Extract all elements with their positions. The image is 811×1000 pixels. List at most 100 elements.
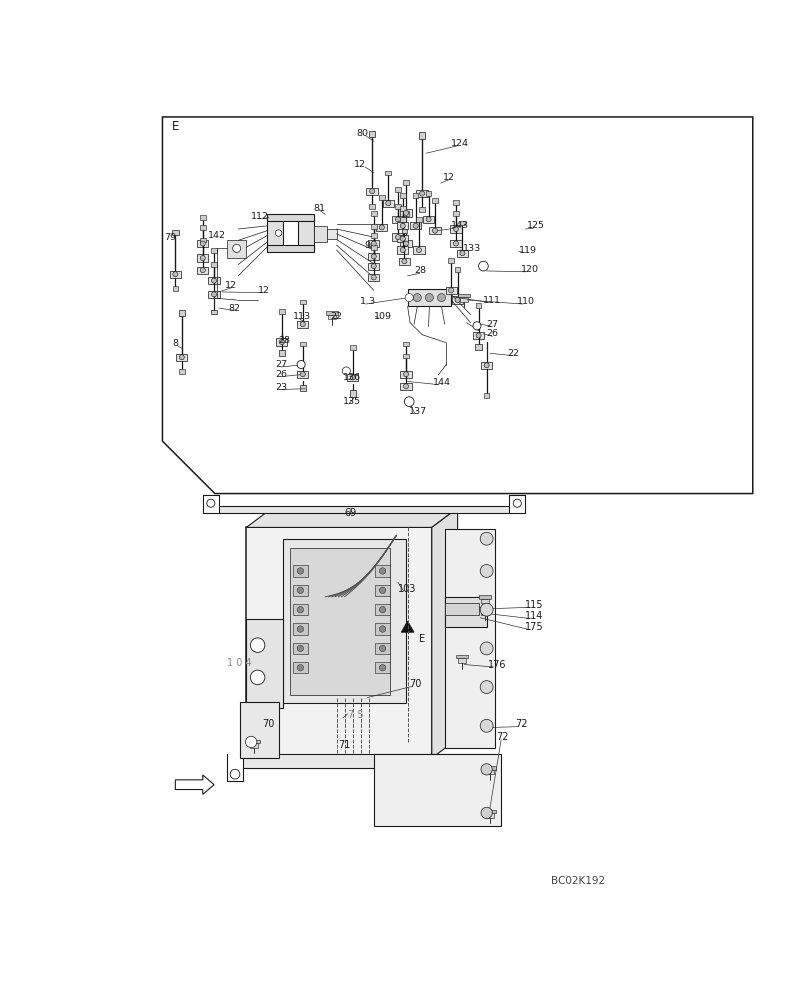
- Text: 124: 124: [451, 139, 469, 148]
- Polygon shape: [483, 810, 496, 813]
- Circle shape: [371, 254, 375, 259]
- Polygon shape: [480, 362, 491, 369]
- Circle shape: [403, 372, 408, 377]
- Text: 1 3: 1 3: [359, 297, 375, 306]
- Polygon shape: [478, 607, 491, 610]
- Polygon shape: [397, 222, 408, 229]
- Circle shape: [297, 665, 303, 671]
- Polygon shape: [403, 180, 408, 185]
- Polygon shape: [278, 350, 285, 356]
- Circle shape: [403, 384, 408, 389]
- Text: 112: 112: [251, 212, 268, 221]
- Polygon shape: [460, 297, 467, 302]
- Polygon shape: [400, 383, 411, 390]
- Polygon shape: [457, 250, 467, 257]
- Text: 80: 80: [355, 129, 367, 138]
- Circle shape: [379, 645, 385, 652]
- Circle shape: [405, 294, 413, 302]
- Polygon shape: [242, 754, 494, 768]
- Polygon shape: [413, 246, 424, 254]
- Circle shape: [379, 606, 385, 613]
- Polygon shape: [211, 262, 217, 267]
- Polygon shape: [371, 233, 376, 238]
- Polygon shape: [450, 240, 461, 247]
- Polygon shape: [445, 287, 457, 294]
- Polygon shape: [403, 342, 408, 346]
- Polygon shape: [367, 240, 379, 247]
- Polygon shape: [410, 222, 421, 229]
- Text: 9: 9: [363, 241, 370, 250]
- Circle shape: [379, 626, 385, 632]
- Circle shape: [480, 764, 491, 775]
- Text: 72: 72: [496, 732, 508, 742]
- Polygon shape: [267, 245, 314, 252]
- Circle shape: [230, 769, 239, 779]
- Polygon shape: [371, 224, 376, 229]
- Circle shape: [207, 499, 215, 507]
- Polygon shape: [162, 117, 752, 494]
- Polygon shape: [346, 374, 358, 381]
- Polygon shape: [425, 191, 431, 196]
- Text: 144: 144: [433, 378, 451, 387]
- Polygon shape: [299, 342, 305, 346]
- Circle shape: [250, 670, 264, 685]
- Circle shape: [211, 292, 217, 297]
- Circle shape: [369, 189, 374, 194]
- Polygon shape: [371, 211, 376, 216]
- Polygon shape: [403, 211, 408, 216]
- Text: 137: 137: [409, 407, 427, 416]
- Polygon shape: [474, 344, 481, 350]
- Circle shape: [400, 223, 405, 228]
- Text: 8: 8: [172, 339, 178, 348]
- Text: E: E: [172, 120, 179, 133]
- Polygon shape: [293, 643, 307, 654]
- Polygon shape: [392, 216, 403, 223]
- Circle shape: [404, 397, 414, 406]
- Polygon shape: [382, 200, 393, 207]
- Circle shape: [379, 568, 385, 574]
- Text: 22: 22: [330, 312, 341, 321]
- Polygon shape: [485, 770, 493, 774]
- Polygon shape: [478, 595, 491, 599]
- Text: 12: 12: [443, 173, 454, 182]
- Polygon shape: [418, 207, 424, 212]
- Circle shape: [371, 275, 375, 280]
- Polygon shape: [483, 393, 489, 398]
- Text: 28: 28: [278, 336, 290, 345]
- Polygon shape: [429, 227, 440, 234]
- Text: 23: 23: [275, 383, 287, 392]
- Polygon shape: [431, 198, 437, 203]
- Text: 103: 103: [397, 584, 416, 594]
- Polygon shape: [367, 253, 379, 260]
- Text: 114: 114: [525, 611, 543, 621]
- Circle shape: [173, 272, 178, 277]
- Circle shape: [400, 236, 405, 241]
- Polygon shape: [480, 610, 488, 615]
- Text: 82: 82: [229, 304, 240, 313]
- Polygon shape: [211, 248, 217, 253]
- Circle shape: [385, 201, 390, 206]
- Polygon shape: [450, 225, 461, 233]
- Circle shape: [211, 278, 217, 283]
- Polygon shape: [197, 254, 208, 262]
- Text: 136: 136: [343, 373, 361, 382]
- Circle shape: [297, 587, 303, 594]
- Polygon shape: [454, 267, 460, 272]
- Text: BC02K192: BC02K192: [551, 876, 604, 886]
- Text: 125: 125: [526, 221, 544, 230]
- Polygon shape: [293, 604, 307, 615]
- Polygon shape: [349, 390, 355, 397]
- Text: 27: 27: [275, 360, 287, 369]
- Polygon shape: [400, 240, 411, 247]
- Circle shape: [297, 606, 303, 613]
- Polygon shape: [457, 294, 470, 297]
- Circle shape: [426, 217, 431, 222]
- Circle shape: [475, 333, 481, 338]
- Circle shape: [300, 322, 305, 327]
- Circle shape: [513, 499, 521, 507]
- Polygon shape: [246, 527, 431, 758]
- Text: 70: 70: [409, 679, 421, 689]
- Circle shape: [416, 247, 421, 253]
- Text: 7 5: 7 5: [347, 710, 363, 720]
- Text: 22: 22: [507, 349, 519, 358]
